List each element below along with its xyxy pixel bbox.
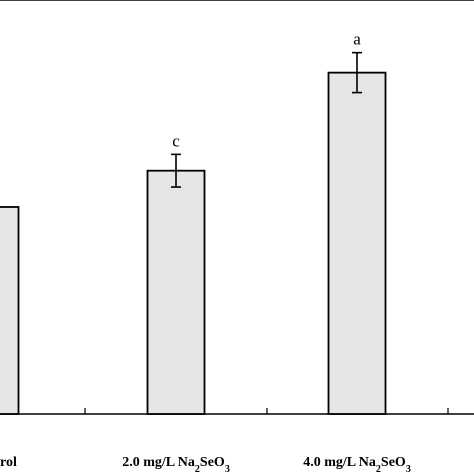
x-tick-labels: rol 2.0 mg/L Na2SeO3 4.0 mg/L Na2SeO3 [0, 455, 411, 474]
significance-label: a [353, 30, 361, 49]
x-tick-label: 2.0 mg/L Na2SeO3 [122, 455, 230, 474]
plot-frame [0, 0, 474, 415]
bar [0, 206, 20, 415]
bar [327, 71, 387, 415]
x-tick-label: 4.0 mg/L Na2SeO3 [303, 455, 411, 474]
x-axis-ticks [84, 408, 449, 414]
bars-group: ca [0, 30, 387, 415]
x-tick-label: rol [0, 455, 17, 470]
significance-label: c [172, 131, 180, 150]
bar [146, 169, 206, 415]
